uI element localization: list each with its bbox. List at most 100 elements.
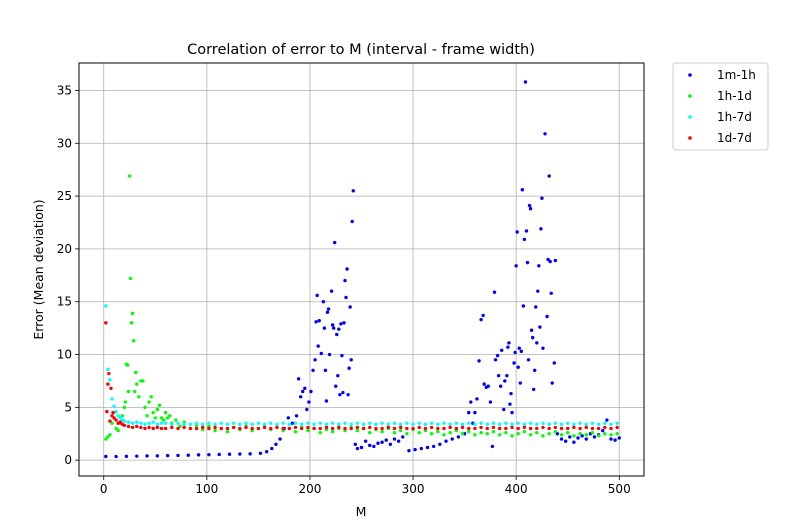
data-point <box>386 425 391 430</box>
data-point <box>568 435 572 439</box>
data-point <box>605 418 609 422</box>
data-point <box>460 425 465 430</box>
data-point <box>509 391 513 396</box>
data-point <box>380 426 384 431</box>
legend-marker <box>688 115 692 119</box>
data-point <box>596 422 601 426</box>
data-point <box>417 425 421 430</box>
data-point <box>504 421 508 425</box>
data-point <box>363 439 368 443</box>
data-point <box>388 442 393 447</box>
data-point <box>296 377 301 381</box>
data-point <box>188 422 193 426</box>
data-point <box>159 421 164 425</box>
data-point <box>584 425 588 430</box>
data-point <box>460 432 465 436</box>
data-point <box>504 430 508 435</box>
data-point <box>615 432 619 436</box>
data-point <box>411 422 415 426</box>
data-point <box>135 382 139 386</box>
data-point <box>287 422 292 426</box>
data-point <box>541 434 545 438</box>
data-point <box>507 341 511 345</box>
data-point <box>161 418 166 422</box>
data-point <box>413 447 417 452</box>
data-point <box>110 421 114 425</box>
series-1m-1h <box>104 80 621 459</box>
data-point <box>368 425 372 430</box>
data-point <box>112 404 116 408</box>
data-point <box>596 426 601 431</box>
y-tick-label: 5 <box>64 400 72 414</box>
data-point <box>294 414 299 418</box>
data-point <box>128 276 133 281</box>
data-point <box>123 400 128 404</box>
data-point <box>315 293 319 298</box>
data-point <box>442 421 446 425</box>
data-point <box>477 359 481 363</box>
data-point <box>386 422 391 426</box>
data-point <box>213 425 217 430</box>
data-point <box>429 425 434 430</box>
x-tick-label: 0 <box>100 482 108 496</box>
data-point <box>498 384 503 388</box>
legend-marker <box>688 94 692 98</box>
y-axis-label: Error (Mean deviation) <box>31 199 46 339</box>
data-point <box>149 395 153 399</box>
data-point <box>143 422 147 426</box>
data-point <box>114 426 118 431</box>
data-point <box>337 422 341 426</box>
data-point <box>307 400 311 404</box>
data-point <box>522 429 527 434</box>
data-point <box>165 416 170 420</box>
data-point <box>516 426 520 431</box>
x-tick-label: 400 <box>505 482 528 496</box>
data-point <box>546 257 550 262</box>
data-point <box>330 323 335 327</box>
data-point <box>405 421 409 425</box>
data-point <box>349 426 353 431</box>
data-point <box>450 437 454 441</box>
data-point <box>448 425 452 430</box>
data-point <box>613 438 617 442</box>
data-point <box>238 452 242 456</box>
data-point <box>126 389 131 394</box>
data-point <box>550 381 554 385</box>
data-point <box>143 405 147 410</box>
data-point <box>548 259 552 264</box>
data-point <box>590 421 595 425</box>
data-point <box>137 395 141 399</box>
data-point <box>578 432 582 436</box>
data-point <box>262 422 267 426</box>
data-point <box>547 426 551 431</box>
data-point <box>516 365 520 369</box>
data-point <box>300 422 304 426</box>
data-point <box>311 368 315 373</box>
data-point <box>269 426 273 431</box>
data-point <box>293 425 298 430</box>
data-point <box>329 289 334 293</box>
data-point <box>524 229 529 233</box>
data-point <box>106 367 110 372</box>
data-point <box>168 414 172 418</box>
data-point <box>609 426 613 431</box>
data-point <box>104 321 108 325</box>
data-point <box>227 452 232 456</box>
data-point <box>537 264 541 268</box>
data-point <box>609 437 613 441</box>
data-point <box>543 132 547 136</box>
data-point <box>278 437 282 441</box>
data-point <box>547 422 551 426</box>
data-point <box>536 289 540 293</box>
data-point <box>170 425 174 430</box>
data-point <box>104 437 108 441</box>
data-point <box>324 399 329 403</box>
data-point <box>590 430 595 435</box>
legend-label: 1h-1d <box>717 89 752 103</box>
legend: 1m-1h 1h-1d 1h-7d 1d-7d <box>672 62 769 151</box>
data-point <box>520 188 525 192</box>
data-point <box>538 325 542 329</box>
data-point <box>244 421 248 425</box>
data-point <box>106 435 110 439</box>
data-point <box>165 453 170 458</box>
